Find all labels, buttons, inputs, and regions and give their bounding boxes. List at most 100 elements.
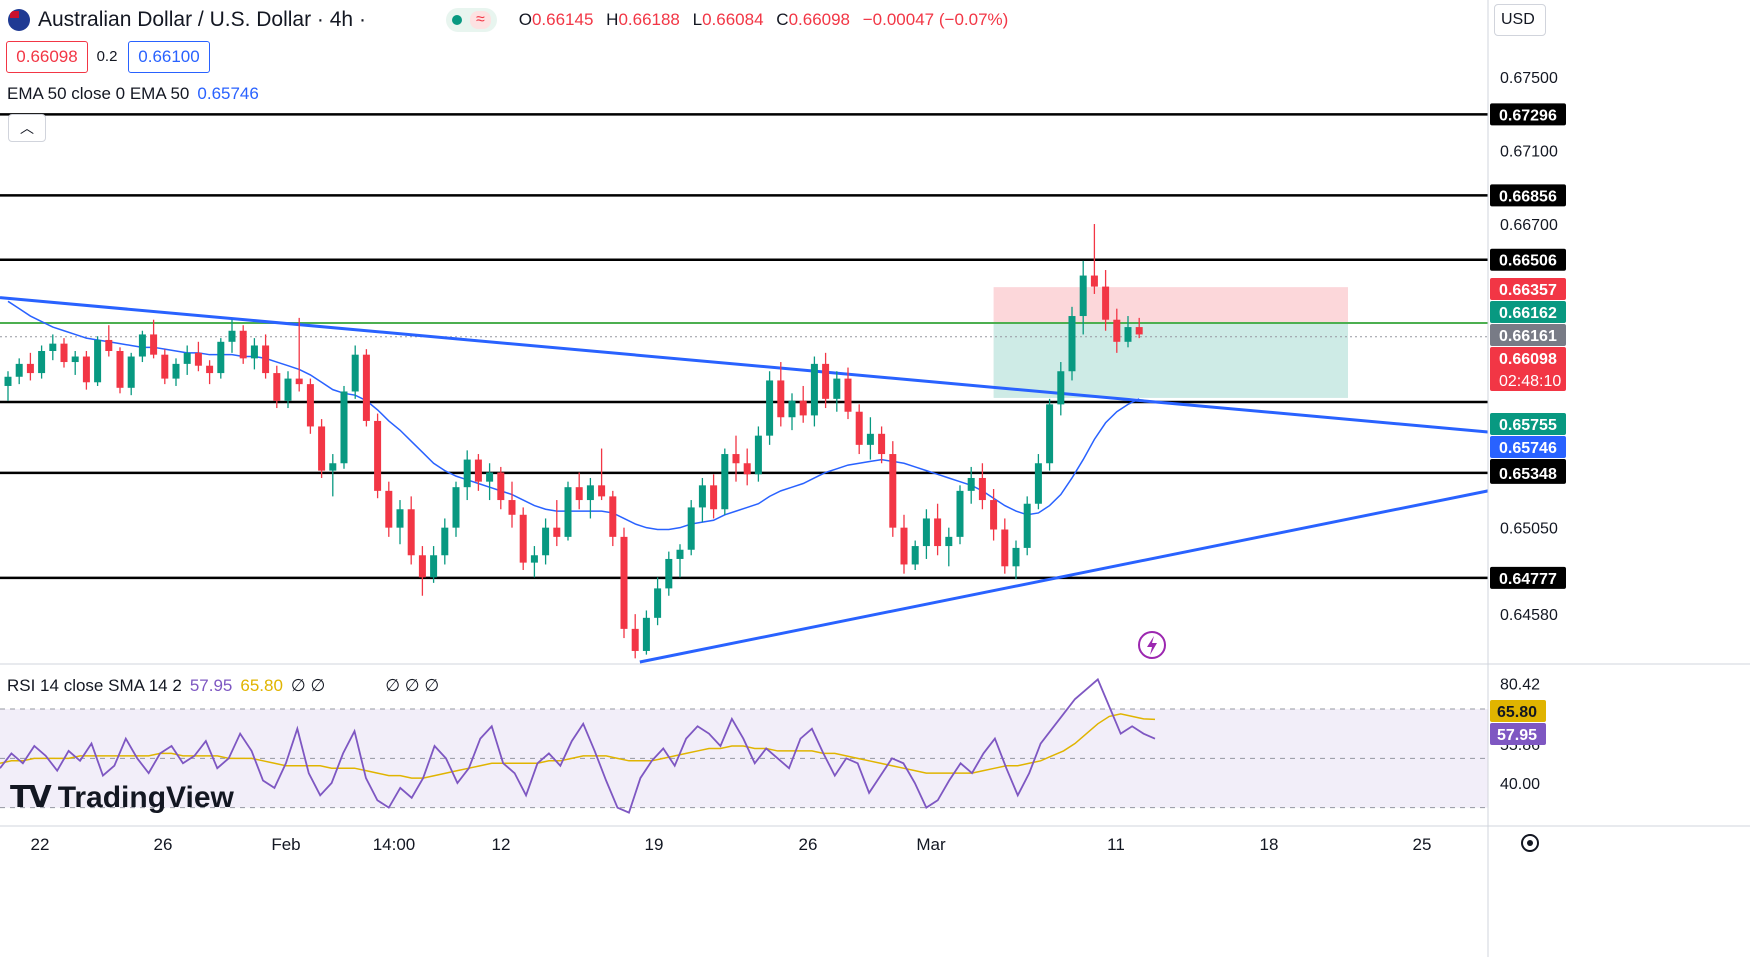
candle-body — [82, 356, 90, 383]
tv-logo-icon: 𝗧𝗩 — [10, 781, 52, 814]
candle-body — [452, 487, 460, 528]
candle — [676, 544, 684, 578]
candle — [1113, 308, 1121, 353]
candle-body — [1113, 319, 1121, 342]
x-tick-label: 26 — [154, 835, 173, 854]
candle — [1135, 317, 1143, 339]
x-tick-label: 14:00 — [373, 835, 416, 854]
candle — [732, 435, 740, 482]
candle — [105, 325, 113, 357]
candle — [598, 448, 606, 501]
stop-zone — [993, 287, 1348, 324]
candle-body — [1012, 547, 1020, 567]
candle — [1046, 398, 1054, 471]
candle — [194, 341, 202, 372]
candle-body — [508, 500, 516, 515]
candle — [1001, 518, 1009, 574]
price-tag-label: 0.64777 — [1499, 571, 1557, 588]
candle-body — [698, 485, 706, 508]
candle — [1068, 306, 1076, 381]
candle-body — [665, 558, 673, 589]
price-tag-label: 0.66161 — [1499, 328, 1557, 345]
candle-body — [486, 472, 494, 482]
target-zone — [993, 323, 1348, 398]
candle-body — [418, 555, 426, 578]
candle — [945, 527, 953, 567]
candle-body — [1090, 275, 1098, 287]
candle-body — [306, 384, 314, 427]
candle — [620, 527, 628, 639]
x-tick-label: 22 — [31, 835, 50, 854]
x-tick-label: Mar — [916, 835, 946, 854]
candle-body — [754, 435, 762, 475]
candle-body — [374, 420, 382, 491]
candle — [474, 454, 482, 491]
rsi-value-tag: 57.95 — [1490, 723, 1546, 745]
candle — [82, 351, 90, 390]
rsi-extra-2: ∅ ∅ ∅ — [385, 676, 440, 695]
candle — [553, 500, 561, 547]
symbol-title[interactable]: Australian Dollar / U.S. Dollar · 4h · — [38, 8, 366, 31]
candle — [978, 463, 986, 510]
rsi-value: 57.95 — [189, 676, 233, 695]
candle-body — [105, 339, 113, 351]
candle — [284, 371, 292, 409]
candle-body — [945, 536, 953, 547]
candle-body — [878, 433, 886, 455]
candle — [362, 349, 370, 427]
rsi-legend[interactable]: RSI 14 close SMA 14 2 57.95 65.80 ∅ ∅ ∅ ∅ ∅ — [7, 676, 439, 696]
candle — [922, 509, 930, 559]
buy-button[interactable]: 0.66100 — [128, 41, 210, 73]
candle — [1034, 454, 1042, 510]
candle-body — [194, 352, 202, 366]
candle — [900, 514, 908, 574]
candle-body — [1068, 316, 1076, 372]
ohlc-readout: O0.66145 H0.66188 L0.66084 C0.66098 −0.0… — [518, 10, 1009, 29]
candle-body — [228, 330, 236, 342]
collapse-legend-button[interactable]: ︿ — [8, 114, 46, 142]
candle-body — [362, 354, 370, 421]
candle-body — [956, 490, 964, 537]
candle-body — [542, 527, 550, 556]
candle-body — [822, 363, 830, 399]
candle-body — [474, 459, 482, 482]
ema-legend[interactable]: EMA 50 close 0 EMA 50 0.65746 — [7, 84, 259, 104]
candle-body — [60, 343, 68, 363]
candle — [150, 319, 158, 359]
candle-body — [430, 555, 438, 578]
candle-body — [564, 487, 572, 537]
price-tag-bg — [1490, 461, 1566, 484]
candle-body — [900, 527, 908, 565]
candle-body — [150, 334, 158, 355]
rsi-sma-value: 65.80 — [240, 676, 283, 695]
currency-select[interactable]: USD — [1494, 4, 1546, 36]
x-tick-label: 12 — [492, 835, 511, 854]
candle-body — [407, 509, 415, 556]
candle — [710, 474, 718, 519]
candle-body — [1124, 327, 1132, 342]
candle-body — [206, 365, 214, 374]
trendline-lower — [639, 489, 1489, 664]
wave-icon: ≈ — [469, 11, 491, 29]
candle-body — [239, 330, 247, 359]
candle — [497, 466, 505, 510]
x-tick-label: Feb — [271, 835, 300, 854]
market-status[interactable]: ≈ — [445, 8, 497, 32]
candle — [1102, 270, 1110, 331]
au-flag-icon — [8, 9, 30, 31]
candle-body — [1079, 275, 1087, 317]
candle-body — [1046, 404, 1054, 464]
candle — [217, 338, 225, 379]
candle — [844, 367, 852, 420]
price-tag: 0.66162 — [1490, 301, 1566, 323]
candle — [49, 334, 57, 361]
candle — [530, 546, 538, 578]
candle-body — [49, 343, 57, 351]
candle-body — [598, 485, 606, 497]
sell-button[interactable]: 0.66098 — [6, 41, 88, 73]
candle-body — [351, 354, 359, 392]
candle — [654, 577, 662, 626]
chart-header: Australian Dollar / U.S. Dollar · 4h · ≈… — [0, 0, 1016, 40]
